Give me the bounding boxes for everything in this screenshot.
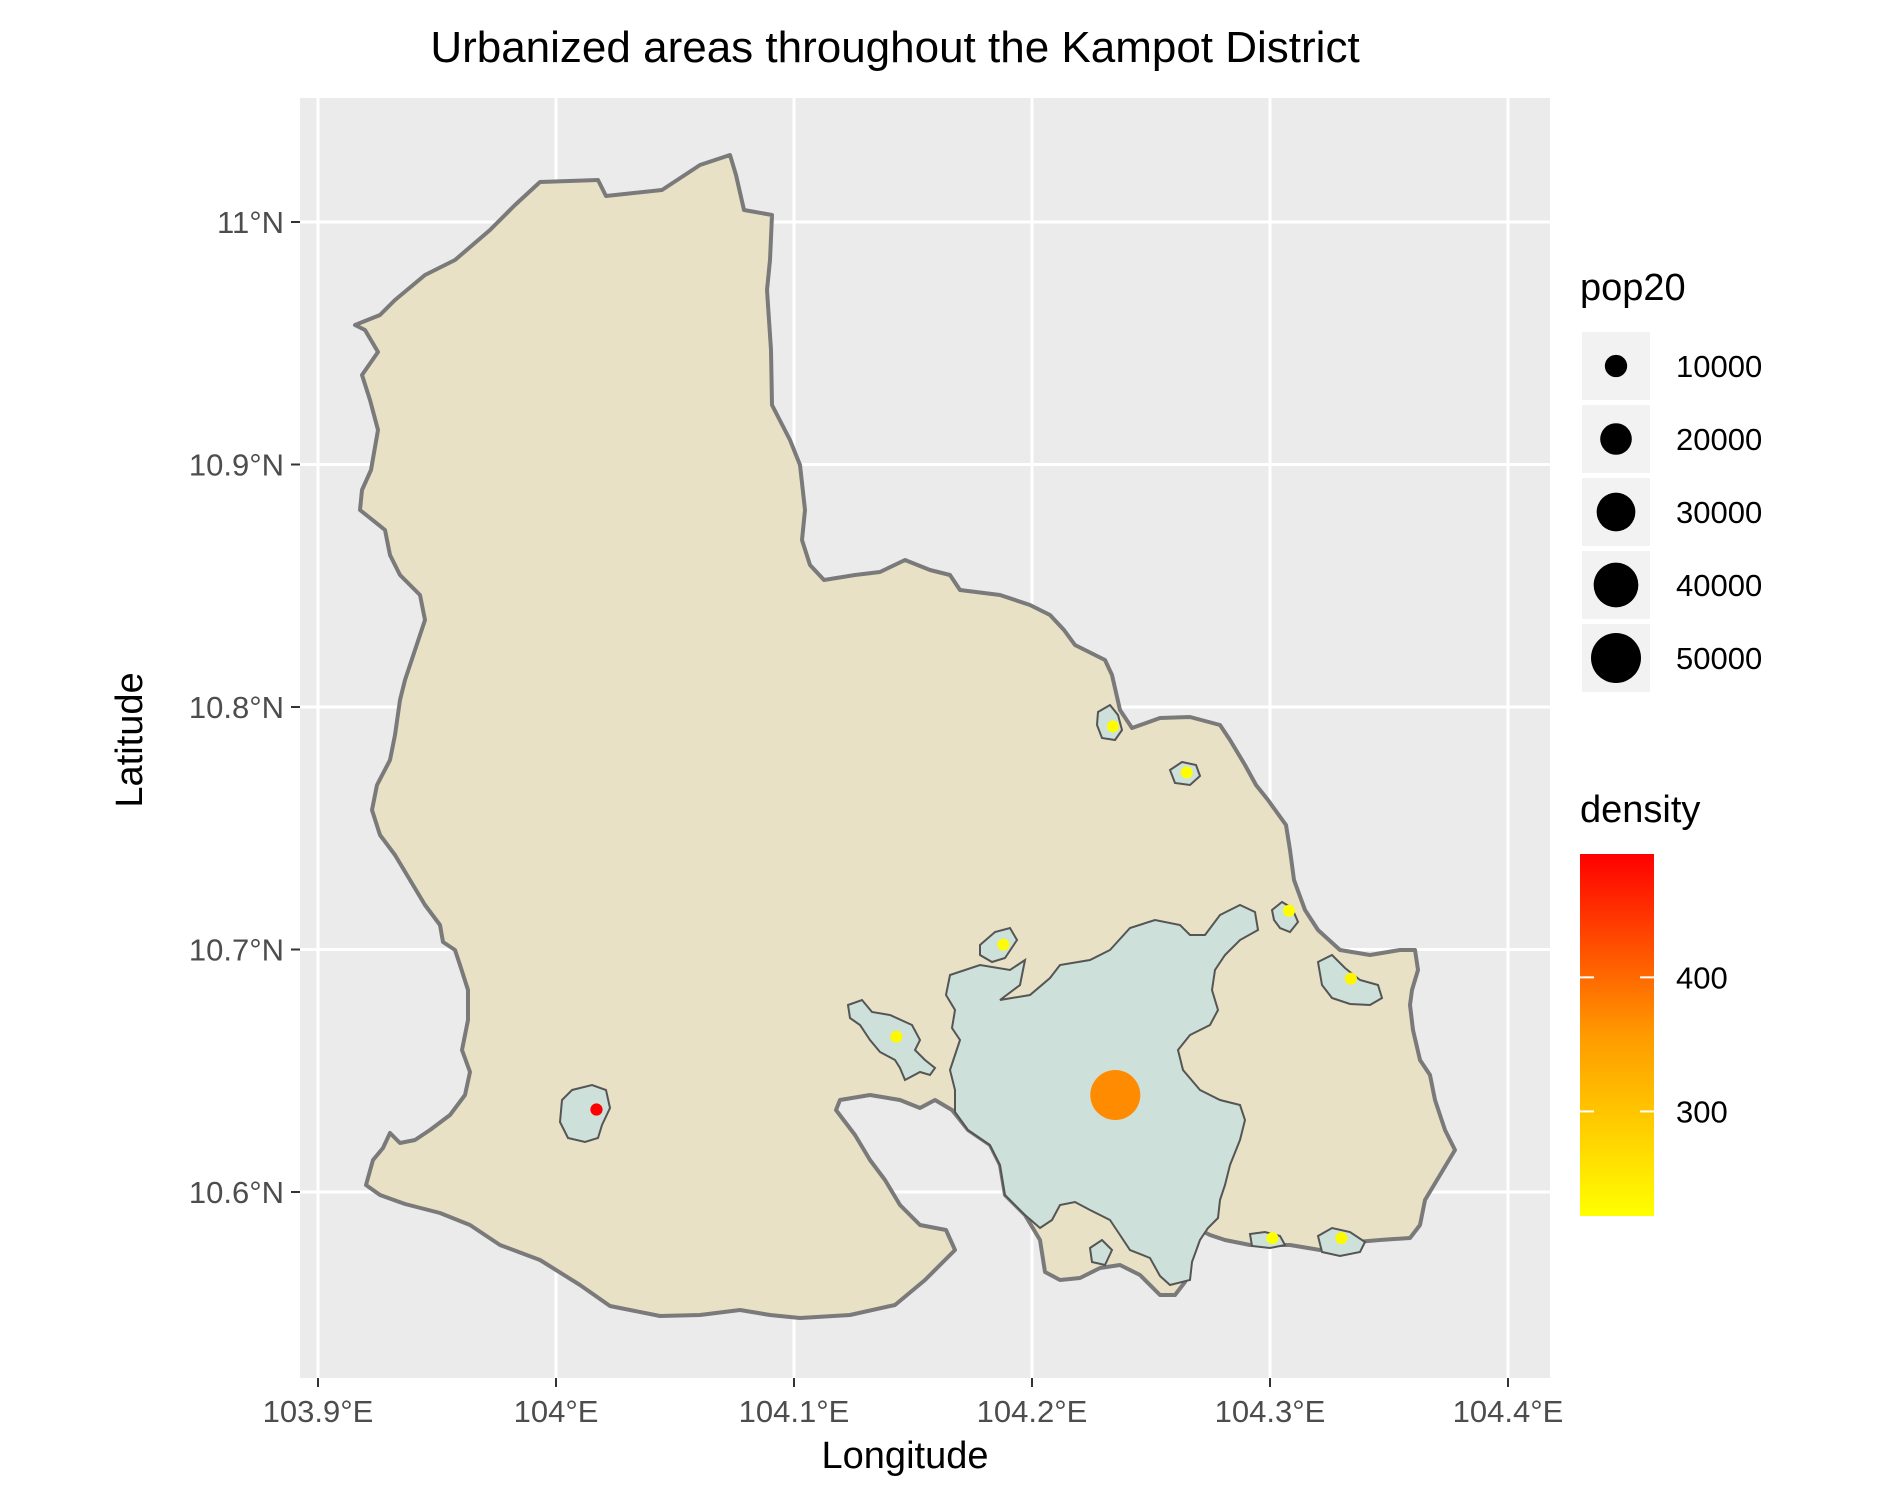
- size-legend-label: 10000: [1676, 349, 1762, 384]
- y-axis: 10.6°N 10.7°N 10.8°N 10.9°N 11°N: [189, 205, 300, 1210]
- x-tick-label: 104.4°E: [1453, 1394, 1564, 1429]
- x-tick-label: 104°E: [514, 1394, 599, 1429]
- y-tick-label: 11°N: [217, 205, 284, 240]
- urban-area-west: [558, 1083, 612, 1144]
- y-tick-label: 10.8°N: [189, 690, 284, 725]
- size-legend-title: pop20: [1580, 267, 1686, 309]
- size-legend-symbol: [1600, 423, 1632, 455]
- density-colorbar: [1580, 854, 1654, 1216]
- size-legend-symbol: [1591, 633, 1641, 683]
- x-tick-label: 104.1°E: [739, 1394, 850, 1429]
- size-legend: 10000 20000 30000 40000 50000: [1582, 332, 1762, 692]
- x-tick-label: 103.9°E: [263, 1394, 374, 1429]
- size-legend-symbol: [1593, 562, 1639, 608]
- population-point: [1106, 720, 1119, 733]
- colorbar-tick-label: 400: [1676, 960, 1728, 995]
- population-point: [1344, 972, 1357, 985]
- y-tick-label: 10.9°N: [189, 448, 284, 483]
- y-tick-label: 10.6°N: [189, 1175, 284, 1210]
- population-point: [590, 1103, 603, 1116]
- size-legend-label: 50000: [1676, 641, 1762, 676]
- size-legend-label: 20000: [1676, 422, 1762, 457]
- color-legend-title: density: [1580, 789, 1700, 831]
- population-point: [1283, 904, 1296, 917]
- population-points: [590, 720, 1357, 1245]
- size-legend-label: 30000: [1676, 495, 1762, 530]
- population-point: [1335, 1232, 1348, 1245]
- y-axis-title: Latitude: [109, 672, 151, 807]
- size-legend-label: 40000: [1676, 568, 1762, 603]
- colorbar-ticks: 300 400: [1580, 960, 1728, 1129]
- urban-area-small-8: [1088, 1238, 1114, 1267]
- y-tick-label: 10.7°N: [189, 933, 284, 968]
- x-tick-label: 104.3°E: [1215, 1394, 1326, 1429]
- population-point: [1090, 1070, 1141, 1120]
- x-axis-title: Longitude: [822, 1435, 989, 1477]
- size-legend-symbol: [1596, 492, 1636, 532]
- x-axis: 103.9°E 104°E 104.1°E 104.2°E 104.3°E 104.4°E: [263, 1378, 1564, 1429]
- x-tick-label: 104.2°E: [977, 1394, 1088, 1429]
- chart-title: Urbanized areas throughout the Kampot Di…: [430, 23, 1359, 72]
- population-point: [997, 938, 1010, 951]
- population-point: [1266, 1232, 1279, 1245]
- population-point: [1180, 766, 1193, 779]
- size-legend-symbol: [1604, 354, 1628, 378]
- population-point: [890, 1030, 903, 1043]
- colorbar-tick-label: 300: [1676, 1094, 1728, 1129]
